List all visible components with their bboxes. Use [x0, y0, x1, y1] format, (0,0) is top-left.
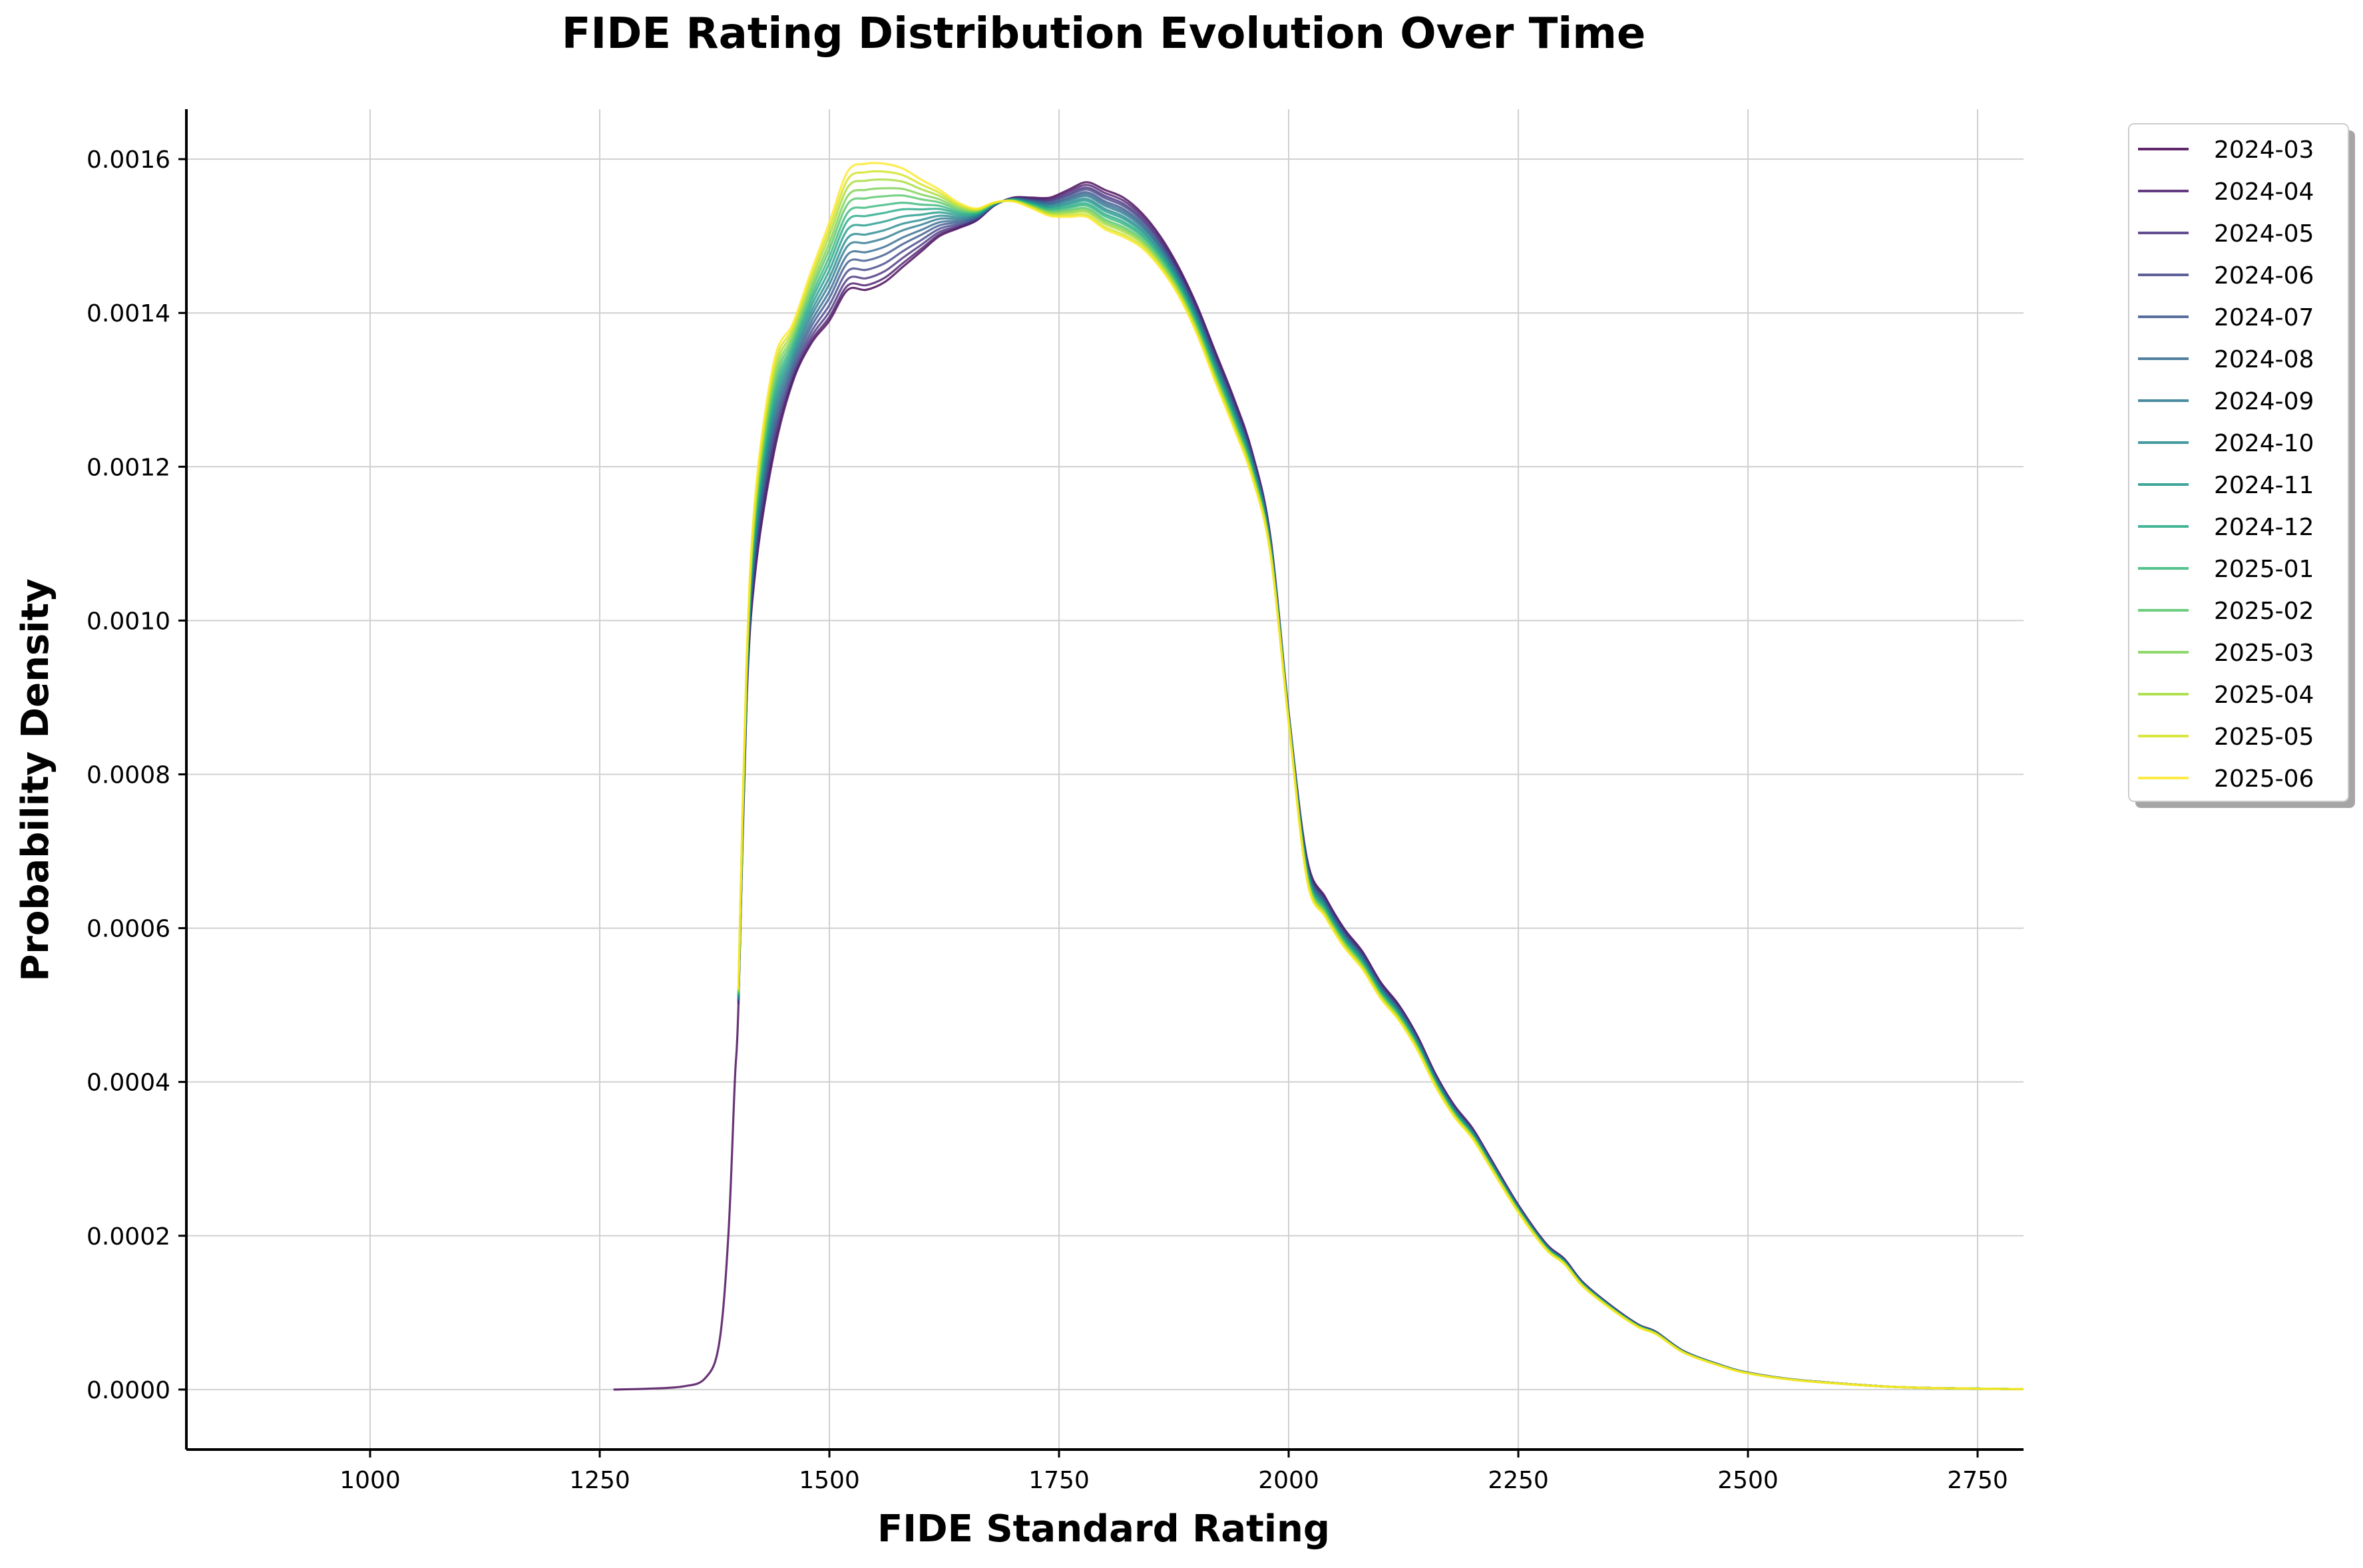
legend-label: 2024-08 — [2214, 346, 2314, 373]
y-axis-label: Probability Density — [14, 578, 57, 982]
legend-label: 2025-06 — [2214, 765, 2314, 793]
x-tick-label: 2000 — [1258, 1467, 1319, 1494]
y-tick-label: 0.0002 — [87, 1223, 170, 1251]
y-tick-label: 0.0014 — [87, 300, 170, 327]
x-tick-label: 2500 — [1717, 1467, 1779, 1494]
y-tick-label: 0.0010 — [87, 608, 170, 635]
series-line-2025-06 — [737, 162, 2024, 1390]
legend-label: 2024-07 — [2214, 304, 2314, 331]
legend-box — [2128, 123, 2349, 802]
y-tick-label: 0.0016 — [87, 146, 170, 174]
x-tick-label: 2750 — [1947, 1467, 2008, 1494]
x-axis-label: FIDE Standard Rating — [877, 1507, 1330, 1551]
x-tick-label: 1000 — [339, 1467, 401, 1494]
x-tick-label: 1750 — [1028, 1467, 1090, 1494]
x-tick-label: 2250 — [1488, 1467, 1549, 1494]
y-tick-label: 0.0004 — [87, 1070, 170, 1097]
legend-label: 2024-12 — [2214, 514, 2314, 541]
legend-label: 2025-02 — [2214, 598, 2314, 625]
y-tick-label: 0.0000 — [87, 1377, 170, 1404]
chart-title: FIDE Rating Distribution Evolution Over … — [562, 9, 1646, 59]
legend-label: 2024-11 — [2214, 472, 2314, 499]
x-tick-label: 1250 — [569, 1467, 630, 1494]
y-tick-label: 0.0008 — [87, 761, 170, 789]
y-tick-label: 0.0012 — [87, 454, 170, 481]
legend-label: 2025-01 — [2214, 556, 2314, 583]
legend-label: 2024-03 — [2214, 136, 2314, 164]
legend-label: 2025-05 — [2214, 723, 2314, 751]
legend-label: 2024-05 — [2214, 220, 2314, 248]
legend: 2024-03 2024-04 2024-05 2024-06 2024-07 2024-… — [2128, 123, 2355, 808]
series-layer — [613, 162, 2024, 1391]
x-tick-label: 1500 — [799, 1467, 860, 1494]
grid-layer — [186, 109, 2024, 1450]
axes-layer: 1000 1250 1500 1750 2000 2250 2500 2750 0.0000 0.… — [87, 109, 2024, 1494]
y-tick-label: 0.0006 — [87, 916, 170, 943]
legend-label: 2025-04 — [2214, 682, 2314, 709]
legend-label: 2025-03 — [2214, 640, 2314, 667]
legend-label: 2024-04 — [2214, 178, 2314, 206]
legend-label: 2024-06 — [2214, 262, 2314, 290]
legend-label: 2024-09 — [2214, 388, 2314, 415]
legend-label: 2024-10 — [2214, 430, 2314, 457]
